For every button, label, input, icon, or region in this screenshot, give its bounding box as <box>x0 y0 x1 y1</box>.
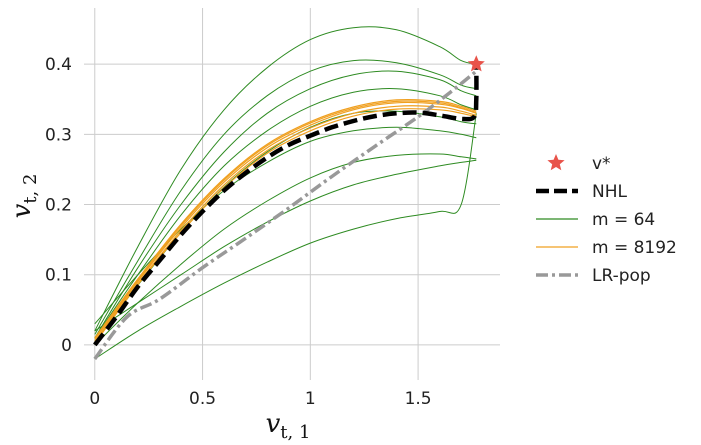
y-tick-label-4: 0.4 <box>45 55 72 75</box>
y-tick-label-1: 0.1 <box>45 266 72 286</box>
legend-label-nhl: NHL <box>592 182 628 202</box>
grid <box>84 8 500 380</box>
v-star-point <box>467 55 485 72</box>
m64-series-line-6 <box>94 153 477 346</box>
m64-series-line-7 <box>94 159 477 332</box>
series-layer <box>93 26 485 360</box>
x-tick-label-3: 1.5 <box>405 389 432 409</box>
legend: v* NHL m = 64 m = 8192 LR-pop <box>536 154 677 286</box>
y-tick-label-2: 0.2 <box>45 196 72 216</box>
legend-label-m8192: m = 8192 <box>592 238 677 258</box>
x-axis-label: vt, 1 <box>266 409 311 443</box>
nhl-series-line <box>93 64 479 347</box>
y-tick-label-0: 0 <box>61 336 72 356</box>
m64-series-line-5 <box>94 126 477 325</box>
m8192-series-line-0 <box>94 101 477 342</box>
m64-series-line-4 <box>94 110 477 342</box>
legend-label-star: v* <box>592 154 611 174</box>
m8192-series-line-2 <box>94 105 477 344</box>
m8192-series-line-4 <box>94 108 477 344</box>
y-axis-label: vt, 2 <box>7 174 41 219</box>
legend-star-swatch <box>547 154 565 171</box>
tick-labels: 0 0.5 1 1.5 0 0.1 0.2 0.3 0.4 <box>45 55 432 409</box>
m64-series-line-0 <box>94 26 477 332</box>
m64-series-line-2 <box>94 70 477 339</box>
legend-label-lrpop: LR-pop <box>592 266 651 286</box>
y-tick-label-3: 0.3 <box>45 125 72 145</box>
x-tick-label-1: 0.5 <box>189 389 216 409</box>
m64-series-line-1 <box>94 59 477 335</box>
m64-series-line-8 <box>94 113 477 360</box>
m8192-series-line-3 <box>94 100 477 340</box>
x-tick-label-0: 0 <box>89 389 100 409</box>
m8192-series-line-1 <box>94 99 477 339</box>
m64-series-line-3 <box>94 88 477 339</box>
legend-label-m64: m = 64 <box>592 210 655 230</box>
x-tick-label-2: 1 <box>305 389 316 409</box>
lrpop-series-line <box>93 69 478 360</box>
